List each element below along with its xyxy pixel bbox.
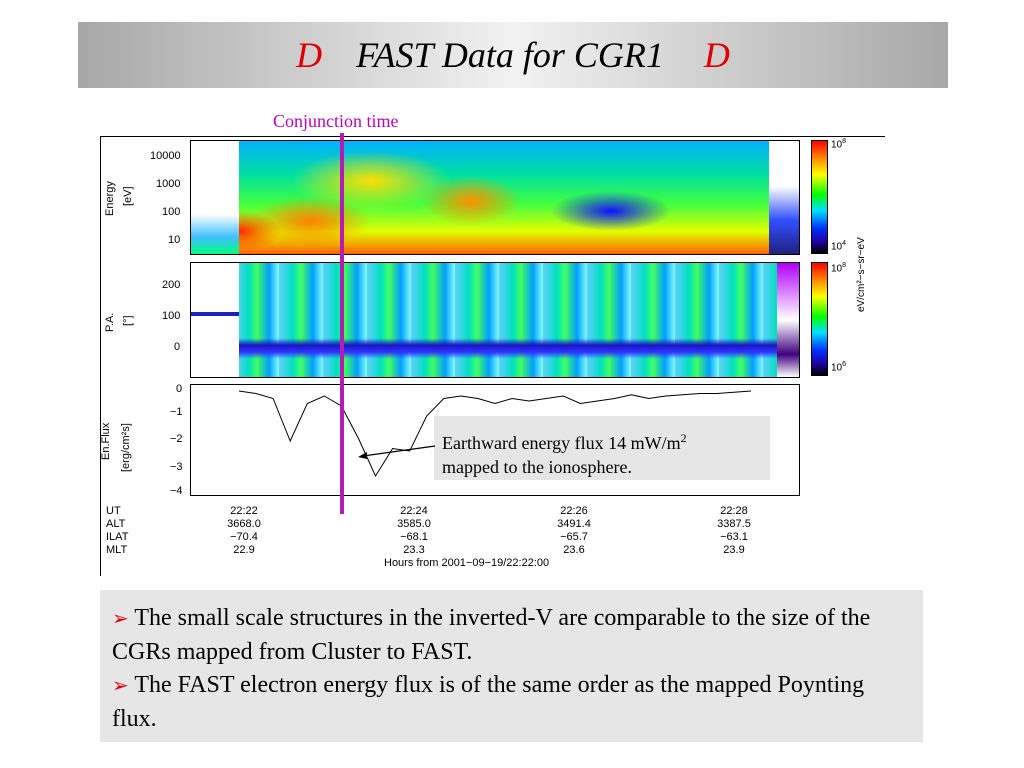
conjunction-line [340,133,344,514]
pa-no-data-left [191,263,239,377]
colorbar-energy [811,140,828,254]
ephemeris-column: 22:22 3668.0 −70.4 22.9 [227,505,261,556]
flux-ylabel: En.Flux [100,422,112,460]
energy-tick: 1000 [156,178,181,190]
annotation-line1: Earthward energy flux 14 mW/m [442,433,681,453]
colorbar-pa-max: 108 [831,262,847,275]
pa-trace-left [191,312,239,316]
pa-tick: 200 [162,279,181,291]
flux-yunit: [erg/cm²s] [120,423,132,472]
summary-bullet: ➢ The small scale structures in the inve… [112,602,911,669]
figure-left-rule [100,136,101,576]
colorbar-pa-min: 106 [831,361,847,374]
energy-yunit: [eV] [122,186,134,206]
energy-tick: 10000 [150,150,181,162]
pa-tick: 0 [174,341,181,353]
flux-tick: 0 [176,383,183,395]
slide-title: FAST Data for CGR1 [356,35,664,75]
title-bullet-left: D [296,35,323,75]
figure-top-rule [100,136,885,137]
energy-flux-annotation: Earthward energy flux 14 mW/m2 mapped to… [434,416,770,480]
colorbar-energy-max: 108 [831,138,847,151]
energy-spectrogram [190,140,800,255]
energy-flux-trace [238,390,752,478]
pa-tick: 100 [162,310,181,322]
pa-no-data-right [777,263,799,377]
pitch-angle-spectrogram [190,262,800,378]
title-bullet-right: D [703,35,730,75]
colorbar-units: eV/cm²−s−sr−eV [856,237,867,312]
ephemeris-column: 22:24 3585.0 −68.1 23.3 [397,505,431,556]
summary-bullet-text: The FAST electron energy flux is of the … [112,672,865,732]
summary-box: ➢ The small scale structures in the inve… [100,590,923,742]
colorbar-pa [811,262,828,376]
ephemeris-footer: Hours from 2001−09−19/22:22:00 [384,557,550,569]
energy-tick: 10 [168,234,181,246]
energy-tick: 100 [162,206,181,218]
summary-bullet-text: The small scale structures in the invert… [112,605,871,665]
ephemeris-column: 22:26 3491.4 −65.7 23.6 [557,505,591,556]
energy-ylabel: Energy [104,181,116,216]
bullet-arrow-icon: ➢ [112,608,129,630]
annotation-arrow [358,445,436,459]
flux-tick: −3 [170,461,183,473]
flux-tick: −4 [170,485,183,497]
pa-yunit: [°] [122,315,134,326]
flux-tick: −2 [170,433,183,445]
flux-tick: −1 [170,406,183,418]
title-bar: D FAST Data for CGR1 D [78,22,948,88]
colorbar-energy-min: 104 [831,240,847,253]
ephemeris-row-labels: UT ALT ILAT MLT [106,505,129,556]
summary-bullet: ➢ The FAST electron energy flux is of th… [112,669,911,736]
energy-no-data-right [769,141,799,254]
annotation-line1-sup: 2 [680,431,687,445]
annotation-line2: mapped to the ionosphere. [442,457,632,477]
energy-no-data-left [191,141,239,254]
ephemeris-column: 22:28 3387.5 −63.1 23.9 [717,505,751,556]
conjunction-label: Conjunction time [273,111,399,131]
bullet-arrow-icon: ➢ [112,675,129,697]
energy-flux-plot [238,390,752,478]
pa-ylabel: P.A. [104,312,116,332]
